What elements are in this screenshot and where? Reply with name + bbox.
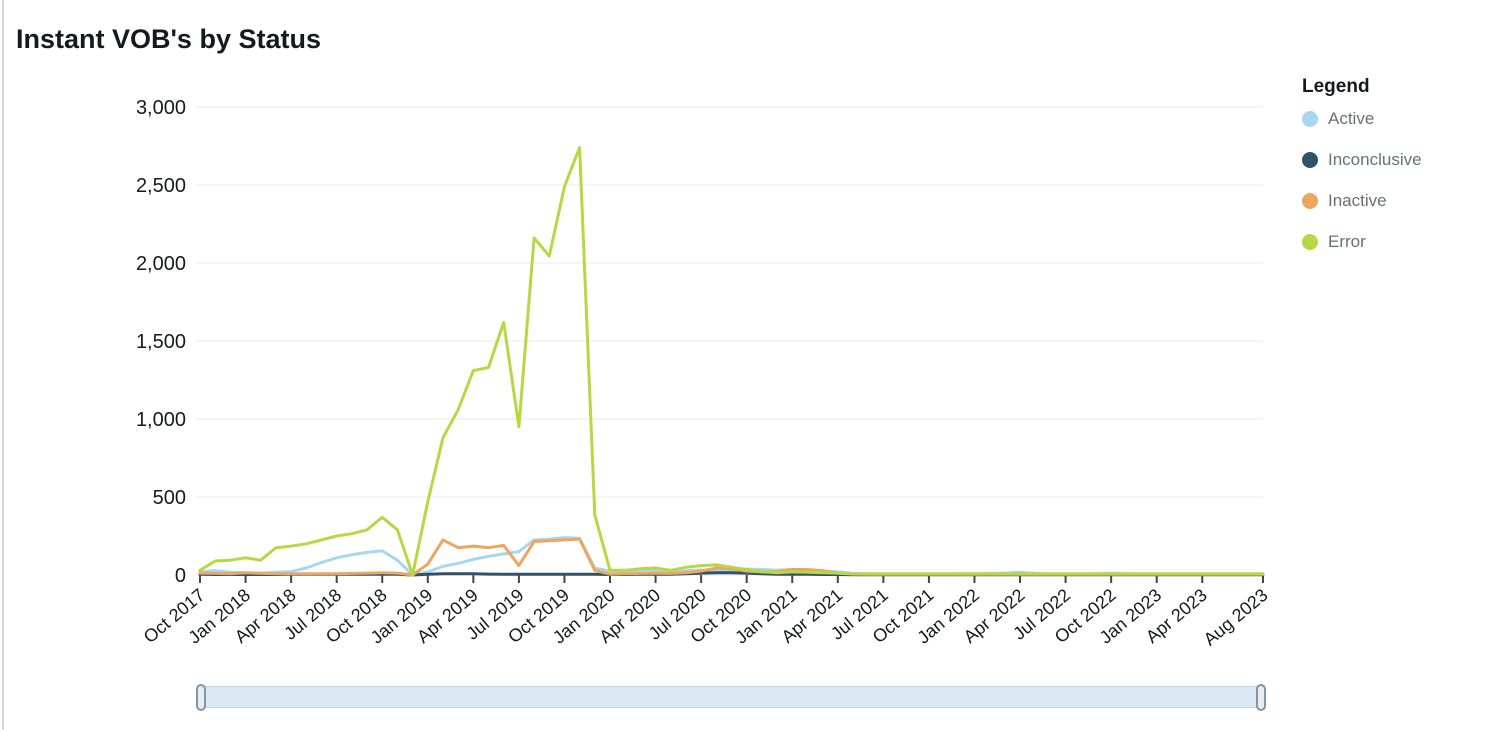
time-range-handle-right[interactable] bbox=[1256, 684, 1266, 711]
svg-text:500: 500 bbox=[153, 487, 186, 509]
legend: Legend Active Inconclusive Inactive Erro… bbox=[1302, 76, 1487, 262]
inactive-swatch-icon bbox=[1302, 192, 1318, 209]
legend-item-inconclusive[interactable]: Inconclusive bbox=[1302, 139, 1487, 180]
legend-item-error[interactable]: Error bbox=[1302, 221, 1487, 262]
svg-text:2,500: 2,500 bbox=[136, 175, 186, 197]
error-swatch-icon bbox=[1302, 233, 1318, 250]
legend-item-label: Inconclusive bbox=[1328, 149, 1422, 169]
panel-divider bbox=[2, 0, 4, 730]
time-range-handle-left[interactable] bbox=[196, 684, 206, 711]
svg-text:3,000: 3,000 bbox=[136, 97, 186, 119]
legend-item-inactive[interactable]: Inactive bbox=[1302, 180, 1487, 221]
svg-text:Aug 2023: Aug 2023 bbox=[1200, 585, 1272, 650]
legend-item-label: Error bbox=[1328, 231, 1366, 251]
svg-text:0: 0 bbox=[175, 565, 186, 587]
legend-title: Legend bbox=[1302, 76, 1370, 97]
legend-item-active[interactable]: Active bbox=[1302, 98, 1487, 139]
page-title: Instant VOB's by Status bbox=[16, 24, 321, 54]
active-swatch-icon bbox=[1302, 110, 1318, 127]
svg-text:1,000: 1,000 bbox=[136, 409, 186, 431]
svg-text:1,500: 1,500 bbox=[136, 331, 186, 353]
time-range-track[interactable] bbox=[196, 684, 1266, 711]
legend-item-label: Active bbox=[1328, 108, 1375, 128]
svg-text:2,000: 2,000 bbox=[136, 253, 186, 275]
inconclusive-swatch-icon bbox=[1302, 151, 1318, 168]
legend-item-label: Inactive bbox=[1328, 190, 1387, 210]
